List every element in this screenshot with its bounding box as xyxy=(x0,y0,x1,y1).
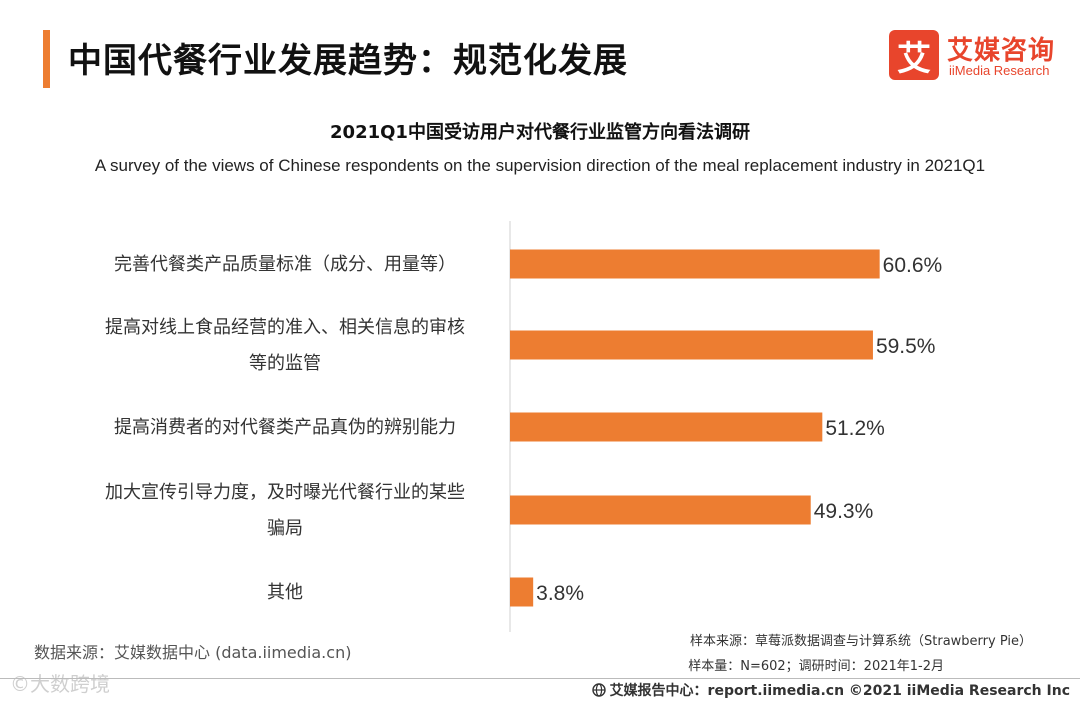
category-label: 骗局 xyxy=(267,518,303,539)
bar xyxy=(510,495,811,525)
logo-text-cn: 艾媒咨询 xyxy=(947,36,1056,66)
logo-mark-icon: 艾 xyxy=(889,30,939,80)
category-label: 提高消费者的对代餐类产品真伪的辨别能力 xyxy=(114,417,456,438)
chart-subtitle: A survey of the views of Chinese respond… xyxy=(94,156,986,175)
brand-logo: 艾 艾媒咨询 iiMedia Research xyxy=(889,30,1064,84)
globe-icon xyxy=(591,683,606,697)
title-accent-bar xyxy=(43,30,50,88)
sample-source: 样本来源：草莓派数据调查与计算系统（Strawberry Pie） xyxy=(690,634,1032,649)
footer-divider xyxy=(0,678,1080,679)
value-label: 49.3% xyxy=(814,500,874,523)
footer-report: 艾媒报告中心：report.iimedia.cn ©2021 iiMedia R… xyxy=(591,680,1070,700)
logo-text-en: iiMedia Research xyxy=(949,63,1050,78)
bar xyxy=(510,412,823,442)
category-label: 提高对线上食品经营的准入、相关信息的审核 xyxy=(105,317,465,338)
value-label: 3.8% xyxy=(536,582,584,605)
category-label: 其他 xyxy=(267,582,303,603)
category-label: 加大宣传引导力度，及时曝光代餐行业的某些 xyxy=(105,482,465,503)
page-title: 中国代餐行业发展趋势：规范化发展 xyxy=(68,41,628,81)
footer-report-text: 艾媒报告中心：report.iimedia.cn ©2021 iiMedia R… xyxy=(609,683,1070,699)
value-label: 51.2% xyxy=(825,417,885,440)
sample-size: 样本量：N=602；调研时间：2021年1-2月 xyxy=(688,659,944,674)
data-source: 数据来源：艾媒数据中心 (data.iimedia.cn) xyxy=(34,643,352,662)
chart-title: 2021Q1中国受访用户对代餐行业监管方向看法调研 xyxy=(330,122,750,143)
category-label: 完善代餐类产品质量标准（成分、用量等） xyxy=(114,254,456,275)
bar xyxy=(510,330,873,360)
value-label: 59.5% xyxy=(876,335,936,358)
bar xyxy=(510,249,880,279)
value-label: 60.6% xyxy=(883,254,943,277)
watermark: ©大数跨境 xyxy=(10,672,110,696)
bar xyxy=(510,577,534,607)
category-label: 等的监管 xyxy=(249,353,321,374)
